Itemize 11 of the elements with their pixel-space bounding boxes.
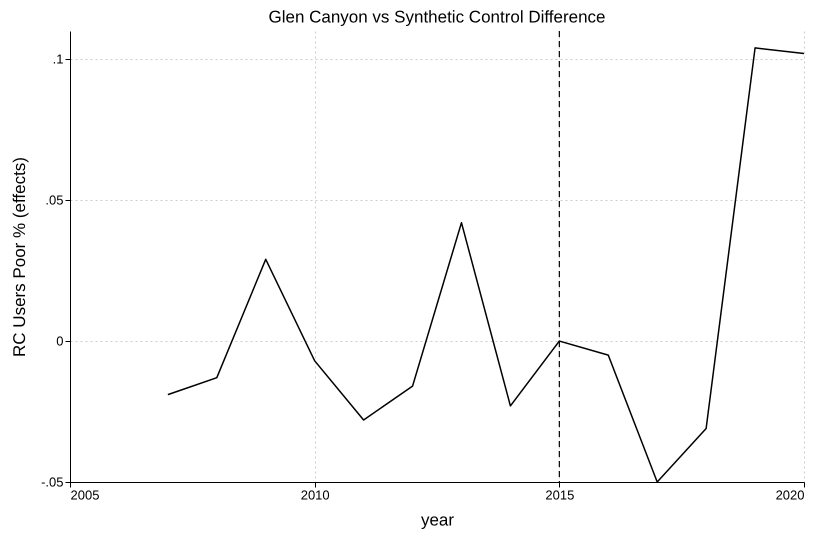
y-tick-label: .1 — [52, 52, 64, 67]
y-axis-title: RC Users Poor % (effects) — [10, 157, 30, 357]
x-tick-label: 2010 — [300, 488, 330, 502]
y-tick-label: 0 — [56, 334, 64, 349]
x-axis-title: year — [420, 510, 454, 530]
y-tick-label: -.05 — [41, 474, 64, 490]
x-tick-label: 2015 — [545, 488, 574, 502]
x-tick-label: 2020 — [776, 488, 804, 502]
y-tick-label: .05 — [45, 192, 64, 208]
chart-title: Glen Canyon vs Synthetic Control Difference — [268, 7, 606, 26]
x-tick-label: 2005 — [70, 488, 100, 502]
